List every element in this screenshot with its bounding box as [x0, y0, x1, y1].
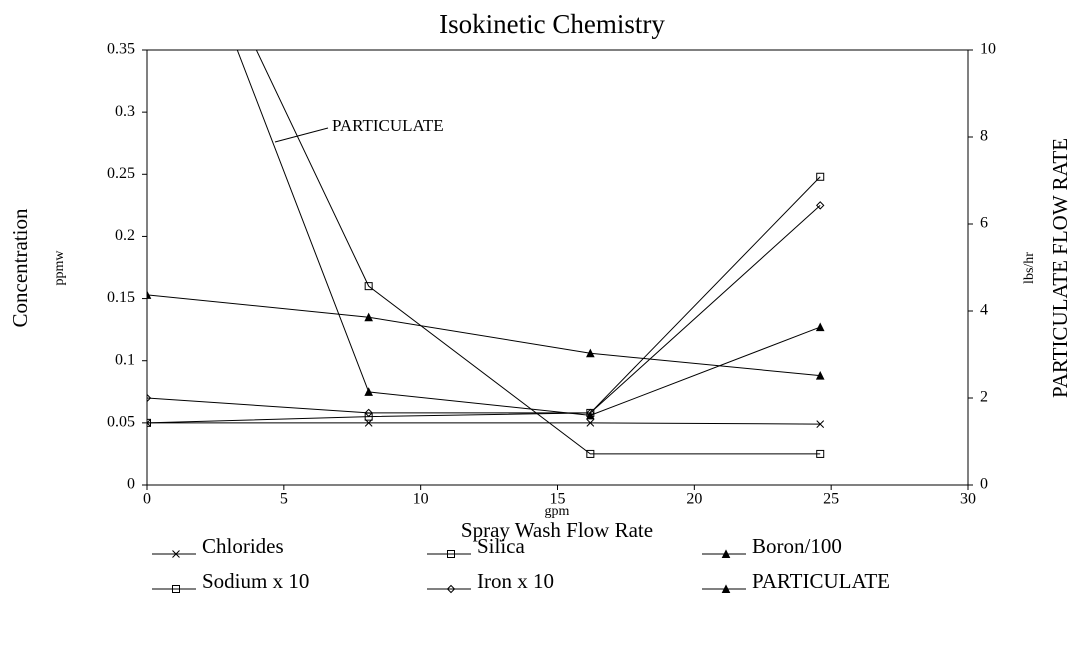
marker	[815, 371, 825, 380]
marker	[364, 312, 373, 322]
marker	[147, 418, 151, 427]
y2-tick-label: 0	[980, 476, 988, 493]
marker	[364, 282, 373, 291]
series-line	[236, 50, 821, 416]
marker	[172, 550, 180, 558]
marker	[147, 393, 152, 403]
marker	[815, 322, 825, 332]
legend-label: Sodium x 10	[202, 569, 309, 593]
marker	[147, 290, 152, 299]
x-tick-label: 25	[823, 491, 839, 508]
annotation-pointer	[274, 127, 329, 143]
x-tick-label: 10	[413, 491, 429, 508]
annotation: PARTICULATE	[332, 116, 444, 135]
y-tick-label: 0.35	[107, 41, 135, 58]
y-tick-label: 0.1	[115, 351, 135, 368]
y-axis-unit: ppmw	[52, 250, 67, 286]
marker	[586, 419, 595, 427]
legend-label: Boron/100	[752, 534, 842, 558]
legend-label: Silica	[477, 534, 526, 558]
marker	[364, 408, 373, 418]
y2-axis-title: PARTICULATE FLOW RATE	[1048, 138, 1072, 398]
legend-label: Chlorides	[202, 534, 284, 558]
marker	[586, 449, 595, 458]
y2-axis-unit: lbs/hr	[1022, 252, 1037, 284]
marker	[816, 172, 825, 181]
marker	[816, 420, 825, 428]
x-tick-label: 15	[550, 491, 566, 508]
marker	[147, 419, 151, 427]
x-tick-label: 0	[143, 491, 151, 508]
x-tick-label: 5	[280, 491, 288, 508]
series-line	[147, 176, 821, 424]
y-tick-label: 0.3	[115, 103, 135, 120]
marker	[816, 201, 825, 210]
marker	[172, 585, 180, 593]
marker	[721, 549, 731, 558]
y-tick-label: 0.2	[115, 227, 135, 244]
y-tick-label: 0.25	[107, 165, 135, 182]
x-axis-unit: gpm	[545, 504, 570, 519]
legend-label: Iron x 10	[477, 569, 554, 593]
y2-tick-label: 4	[980, 302, 988, 319]
x-tick-label: 30	[960, 491, 976, 508]
marker	[721, 584, 731, 593]
marker	[364, 387, 373, 396]
marker	[816, 449, 825, 458]
x-axis-title: Spray Wash Flow Rate	[461, 518, 653, 542]
series-line	[147, 422, 821, 425]
marker	[446, 584, 456, 594]
series-line	[147, 294, 821, 377]
marker	[586, 410, 595, 420]
marker	[447, 550, 455, 558]
y2-tick-label: 10	[980, 41, 996, 58]
chart-title: Isokinetic Chemistry	[439, 9, 665, 39]
x-tick-label: 20	[686, 491, 702, 508]
y-tick-label: 0.05	[107, 414, 135, 431]
y2-tick-label: 6	[980, 215, 988, 232]
y-tick-label: 0.15	[107, 289, 135, 306]
y-tick-label: 0	[127, 476, 135, 493]
legend-label: PARTICULATE	[752, 569, 890, 593]
series-line	[147, 204, 821, 414]
series-line	[255, 50, 821, 455]
y2-tick-label: 8	[980, 128, 988, 145]
y2-tick-label: 2	[980, 389, 988, 406]
plot-area	[147, 50, 825, 458]
marker	[586, 348, 595, 358]
y-axis-title: Concentration	[8, 208, 32, 327]
